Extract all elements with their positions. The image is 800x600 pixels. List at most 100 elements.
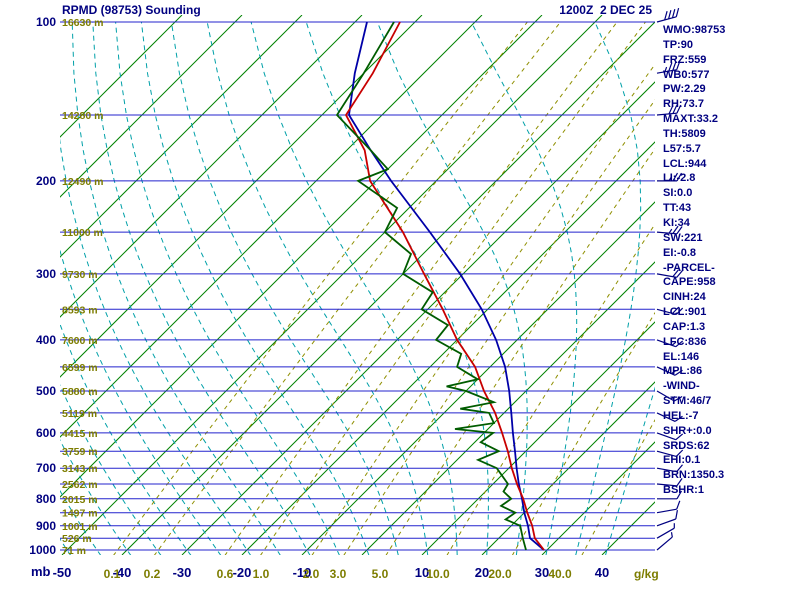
wind-barb xyxy=(656,306,684,315)
index-item: -PARCEL- xyxy=(663,261,715,274)
mixing-ratio-label: 10.0 xyxy=(426,567,450,581)
index-item: KI:34 xyxy=(663,216,690,229)
index-item: WB0:577 xyxy=(663,68,710,81)
index-item: LI:-2.8 xyxy=(663,172,696,185)
index-item: SI:0.0 xyxy=(663,187,693,200)
index-item: WMO:98753 xyxy=(663,24,726,36)
moist-adiabat-line xyxy=(0,22,41,556)
height-label: 5880 m xyxy=(62,386,98,398)
height-label: 3143 m xyxy=(62,463,98,475)
moist-adiabat-line xyxy=(305,21,489,555)
mixing-ratio-label: 40.0 xyxy=(548,567,572,581)
temp-axis-label: -30 xyxy=(173,565,192,580)
index-item: HEL:-7 xyxy=(663,409,699,422)
wind-barb xyxy=(657,490,683,500)
mixing-ratio-label: 3.0 xyxy=(330,567,347,581)
isotherm-line xyxy=(421,321,655,555)
isotherm-line xyxy=(60,15,483,438)
datetime-label: 1200Z 2 DEC 25 xyxy=(559,3,652,17)
profiles xyxy=(335,21,545,551)
page-title: RPMD (98753) Sounding xyxy=(62,3,201,17)
height-label: 8593 m xyxy=(62,304,98,316)
isotherm-line xyxy=(121,21,655,555)
wind-barb xyxy=(656,449,684,457)
index-item: RH:73.7 xyxy=(663,98,704,111)
wind-barb xyxy=(656,60,681,74)
height-label: 526 m xyxy=(62,533,92,545)
moist-adiabat-line xyxy=(376,21,528,555)
mixing-ratio-unit-label: g/kg xyxy=(634,567,659,581)
wind-barb xyxy=(656,464,683,473)
chart-background xyxy=(0,15,655,556)
moist-adiabat-line xyxy=(170,21,399,555)
mixing-ratio-label: 0.6 xyxy=(217,567,234,581)
index-item: CAP:1.3 xyxy=(663,320,706,333)
isotherm-line xyxy=(60,15,243,198)
temp-axis-label: 40 xyxy=(595,565,609,580)
wind-barb xyxy=(656,366,683,376)
moist-adiabat-line xyxy=(60,538,71,555)
height-label: 9730 m xyxy=(62,269,98,281)
mixing-ratio-line xyxy=(311,63,655,555)
mixing-ratio-label: 0.2 xyxy=(144,567,161,581)
isotherm-line xyxy=(181,81,655,555)
isotherm-line xyxy=(60,15,303,258)
height-label: 12490 m xyxy=(62,176,103,188)
mixing-ratio-label: 20.0 xyxy=(488,567,512,581)
index-item: BSHR:1 xyxy=(663,484,704,497)
wind-barb xyxy=(657,172,683,182)
height-label: 71 m xyxy=(62,545,86,557)
wind-barb xyxy=(656,104,682,116)
mixing-ratio-label: 1.0 xyxy=(253,567,270,581)
isotherm-line xyxy=(481,381,655,555)
temp-axis-label: 20 xyxy=(475,565,489,580)
height-label: 16630 m xyxy=(62,17,103,29)
height-label: 2562 m xyxy=(62,479,98,491)
isotherm-line xyxy=(60,15,363,318)
mixing-ratio-label: 0.1 xyxy=(104,567,121,581)
wind-barb xyxy=(656,478,683,487)
mixing-ratio-line xyxy=(153,21,561,555)
temp-axis-label: -40 xyxy=(113,565,132,580)
index-item: FRZ:559 xyxy=(663,53,707,66)
height-label: 1001 m xyxy=(62,521,98,533)
index-item: EHI:0.1 xyxy=(663,454,701,467)
isotherm-line xyxy=(241,141,655,555)
moist-adiabat-line xyxy=(92,21,311,555)
index-item: SHR+:0.0 xyxy=(663,424,712,437)
pressure-unit-label: mb xyxy=(31,564,51,579)
moist-adiabat-line xyxy=(60,322,192,555)
mixing-ratio-line xyxy=(446,223,655,555)
index-item: SRDS:62 xyxy=(663,439,710,452)
moist-adiabat-line xyxy=(250,21,458,555)
pressure-label: 400 xyxy=(36,333,56,347)
wind-barb xyxy=(656,412,683,422)
temperature-trace xyxy=(344,21,545,551)
pressure-label: 500 xyxy=(36,384,56,398)
pressure-label: 300 xyxy=(36,267,56,281)
moist-adiabat-line xyxy=(470,21,578,555)
index-item: PW:2.29 xyxy=(663,83,706,96)
moist-adiabat-line xyxy=(575,21,642,555)
index-item: CINH:24 xyxy=(663,291,706,304)
height-label: 2015 m xyxy=(62,494,98,506)
wind-barb xyxy=(656,509,678,527)
mixing-ratio-label: 5.0 xyxy=(372,567,389,581)
isotherm-line xyxy=(61,15,603,555)
temp-axis-label: 10 xyxy=(415,565,429,580)
height-label: 5119 m xyxy=(62,408,97,420)
index-item: EL:146 xyxy=(663,350,700,363)
mixing-ratio-line xyxy=(343,99,655,555)
pressure-label: 100 xyxy=(36,15,56,29)
wind-barb xyxy=(656,269,683,278)
wind-barb xyxy=(656,390,683,402)
moist-adiabat-lines xyxy=(0,21,655,556)
mixing-ratio-line xyxy=(113,21,528,555)
indices-panel: WMO:98753 TP:90 FRZ:559 WB0:577 PW:2.29 RH:73… xyxy=(663,23,800,498)
moist-adiabat-line xyxy=(60,439,132,555)
height-label: 11000 m xyxy=(62,227,103,239)
index-item: LCL:901 xyxy=(663,306,707,319)
temp-axis-label: -50 xyxy=(53,565,72,580)
pressure-label: 600 xyxy=(36,426,56,440)
